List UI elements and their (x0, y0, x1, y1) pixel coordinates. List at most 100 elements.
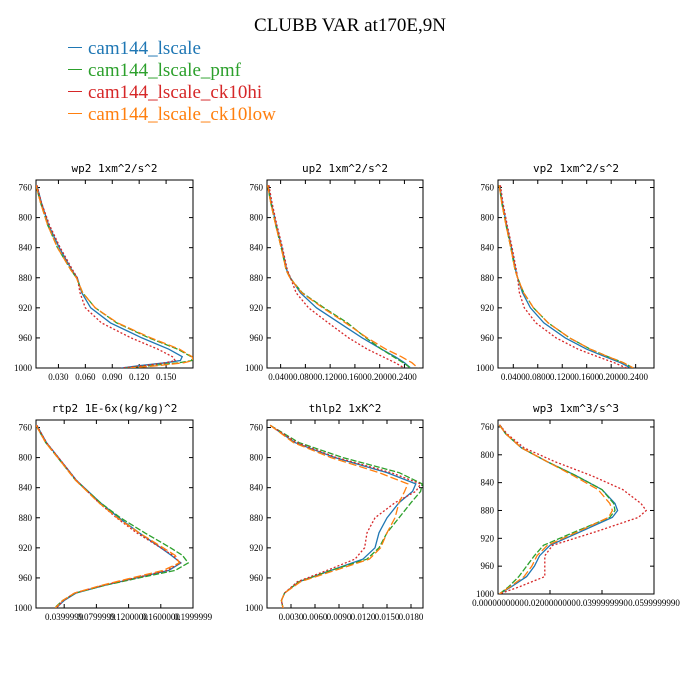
series-line (36, 185, 184, 368)
series-line (269, 424, 423, 608)
y-tick-label: 760 (19, 423, 33, 433)
series-line (498, 185, 634, 368)
legend-label: cam144_lscale_ck10hi (88, 82, 263, 103)
legend-item: cam144_lscale_ck10hi (68, 82, 262, 104)
x-tick-label: 0.2400 (392, 372, 417, 382)
x-tick-label: 0.2000 (599, 372, 624, 382)
y-tick-label: 1000 (476, 589, 495, 599)
legend-item: cam144_lscale_pmf (68, 60, 241, 82)
legend-swatch (68, 91, 82, 93)
y-tick-label: 880 (19, 273, 33, 283)
series-line (36, 185, 193, 368)
y-tick-label: 800 (250, 213, 264, 223)
y-tick-label: 960 (19, 573, 33, 583)
y-tick-label: 920 (481, 533, 495, 543)
x-tick-label: 0.0120 (351, 612, 376, 622)
series-line (267, 185, 419, 368)
y-tick-label: 920 (250, 303, 264, 313)
y-tick-label: 880 (250, 513, 264, 523)
series-line (269, 424, 409, 608)
y-tick-label: 840 (481, 243, 495, 253)
chart-panel: wp2 1xm^2/s^2 760 800 840 880 920 960 1000 0.030… (14, 162, 194, 382)
y-tick-label: 880 (481, 505, 495, 515)
y-tick-label: 920 (19, 543, 33, 553)
series-line (499, 185, 627, 368)
y-tick-label: 960 (250, 333, 264, 343)
series-line (499, 424, 648, 594)
y-tick-label: 840 (481, 478, 495, 488)
x-tick-label: 0.1999999 (174, 612, 213, 622)
x-tick-label: 0.2000 (367, 372, 392, 382)
page-title: CLUBB VAR at170E,9N (254, 15, 446, 36)
x-tick-label: 0.150 (156, 372, 177, 382)
series-line (269, 424, 422, 608)
x-tick-label: 0.0800 (293, 372, 318, 382)
plot-frame (497, 419, 655, 595)
legend-item: cam144_lscale (68, 38, 201, 60)
y-tick-label: 920 (481, 303, 495, 313)
plot-frame (497, 179, 655, 369)
x-tick-label: 0.0400 (501, 372, 526, 382)
series-line (36, 424, 182, 608)
plot-frame (266, 179, 424, 369)
y-tick-label: 880 (481, 273, 495, 283)
x-tick-label: 0.120 (129, 372, 150, 382)
chart-panel: rtp2 1E-6x(kg/kg)^2 760 800 840 880 920 960 100… (14, 402, 213, 622)
x-tick-label: 0.0200000000 (524, 598, 576, 608)
x-tick-label: 0.0400 (268, 372, 293, 382)
series-line (36, 424, 181, 608)
series-line (36, 424, 183, 608)
y-tick-label: 800 (19, 453, 33, 463)
legend-label: cam144_lscale (88, 38, 201, 59)
y-tick-label: 760 (19, 183, 33, 193)
y-tick-label: 960 (481, 561, 495, 571)
y-tick-label: 1000 (14, 603, 33, 613)
plot-frame (35, 419, 194, 609)
y-tick-label: 960 (250, 573, 264, 583)
series-line (498, 424, 614, 594)
x-tick-label: 0.1200 (318, 372, 343, 382)
series-line (269, 424, 417, 608)
chart-title: up2 1xm^2/s^2 (302, 162, 388, 175)
y-tick-label: 920 (250, 543, 264, 553)
y-tick-label: 880 (19, 513, 33, 523)
y-tick-label: 920 (19, 303, 33, 313)
x-tick-label: 0.090 (102, 372, 123, 382)
y-tick-label: 760 (481, 422, 495, 432)
y-tick-label: 800 (481, 450, 495, 460)
x-tick-label: 0.0090 (327, 612, 352, 622)
x-tick-label: 0.0599999990 (628, 598, 680, 608)
x-tick-label: 0.0030 (279, 612, 304, 622)
y-tick-label: 840 (19, 483, 33, 493)
chart-title: rtp2 1E-6x(kg/kg)^2 (52, 402, 178, 415)
legend-label: cam144_lscale_pmf (88, 60, 242, 81)
y-tick-label: 760 (250, 183, 264, 193)
x-tick-label: 0.0399999990 (576, 598, 628, 608)
series-line (498, 185, 634, 368)
legend-swatch (68, 69, 82, 71)
y-tick-label: 840 (19, 243, 33, 253)
x-tick-label: 0.1200 (550, 372, 575, 382)
y-tick-label: 1000 (245, 603, 264, 613)
y-tick-label: 880 (250, 273, 264, 283)
y-tick-label: 840 (250, 483, 264, 493)
series-line (498, 424, 619, 594)
series-line (499, 185, 632, 368)
x-tick-label: 0.0060 (303, 612, 328, 622)
y-tick-label: 1000 (476, 363, 495, 373)
chart-title: wp3 1xm^3/s^3 (533, 402, 619, 415)
chart-panel: vp2 1xm^2/s^2 760 800 840 880 920 960 1000 0.040… (476, 162, 655, 382)
series-line (498, 424, 616, 594)
x-tick-label: 0.1600 (574, 372, 599, 382)
x-tick-label: 0.0799999 (77, 612, 116, 622)
y-tick-label: 840 (250, 243, 264, 253)
plot-frame (35, 179, 194, 369)
series-line (36, 185, 193, 368)
x-tick-label: 0.060 (75, 372, 96, 382)
y-tick-label: 760 (250, 423, 264, 433)
y-tick-label: 800 (19, 213, 33, 223)
x-tick-label: 0.0150 (375, 612, 400, 622)
y-tick-label: 760 (481, 183, 495, 193)
